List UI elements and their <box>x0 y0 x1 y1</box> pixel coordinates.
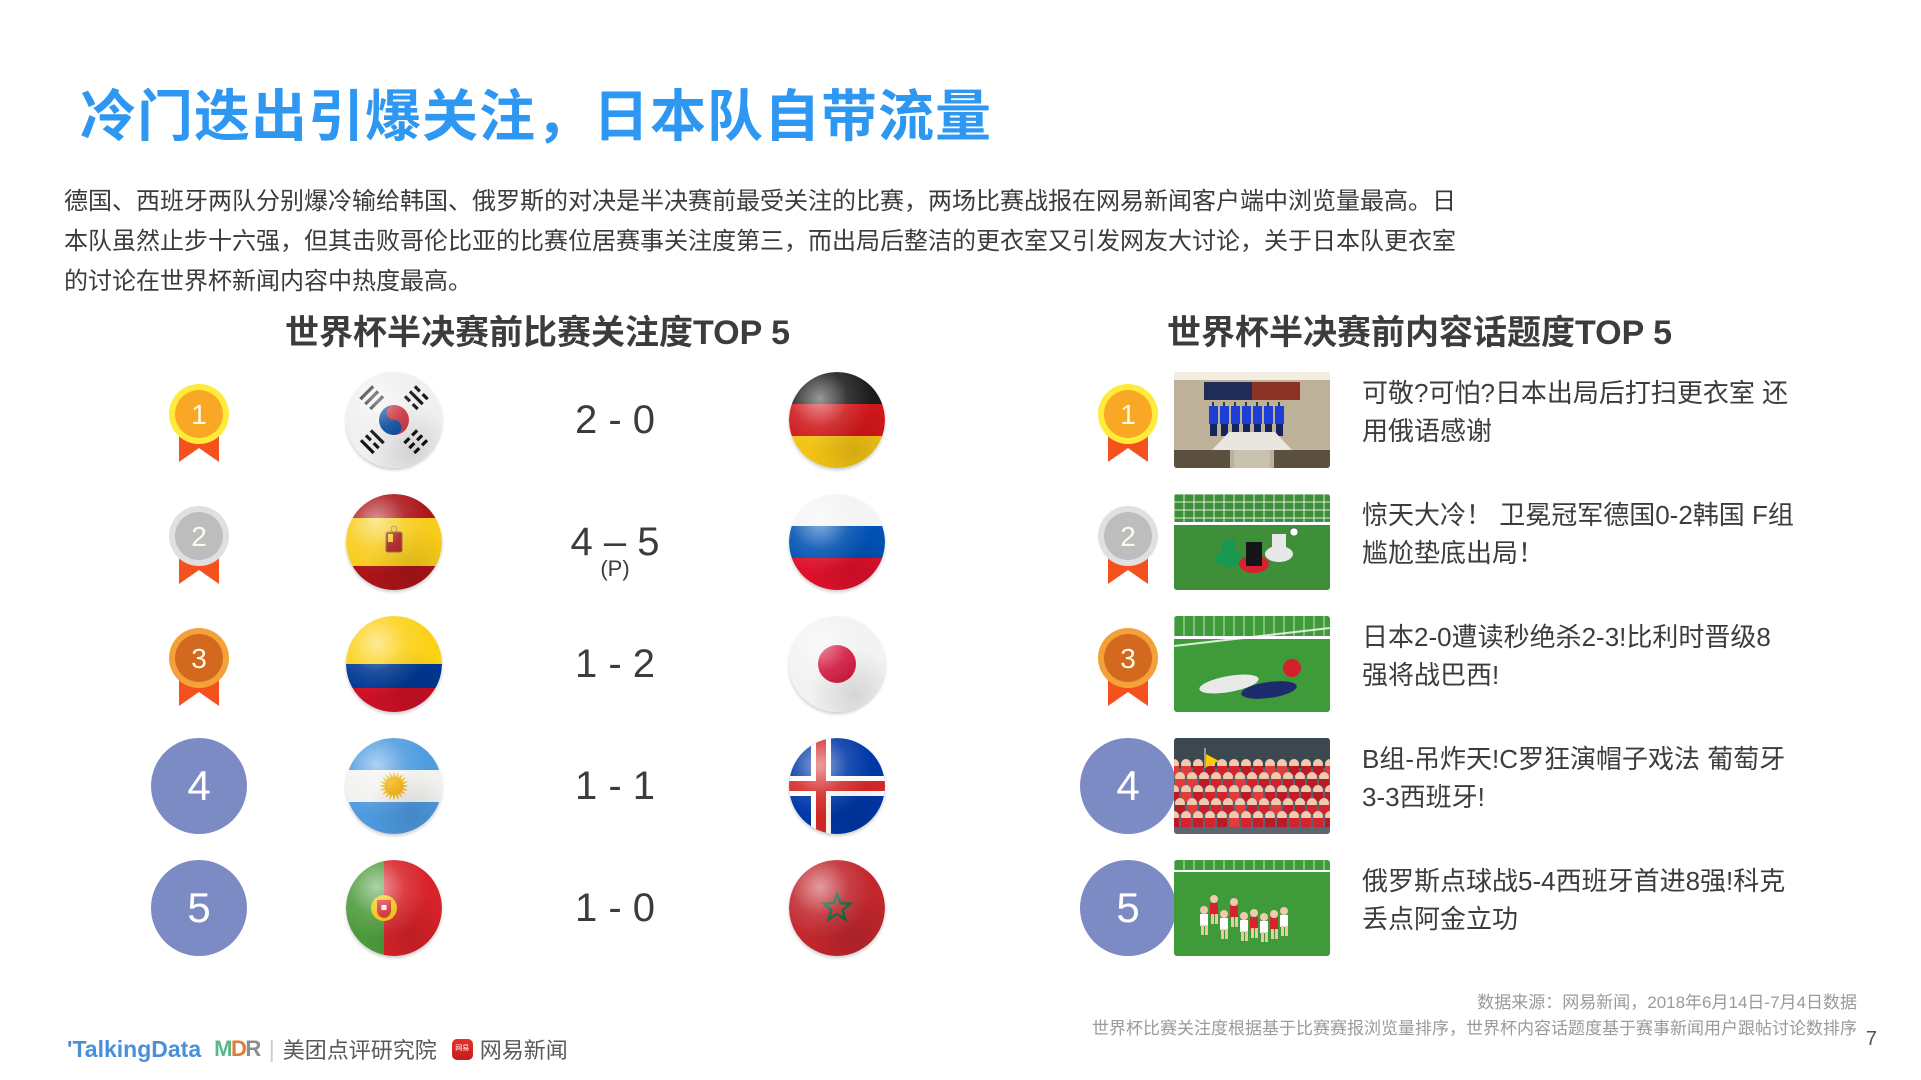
svg-text:2: 2 <box>1120 521 1136 552</box>
svg-text:1: 1 <box>191 399 207 430</box>
svg-text:1: 1 <box>1120 399 1136 430</box>
svg-text:3: 3 <box>1120 643 1136 674</box>
svg-text:2: 2 <box>191 521 207 552</box>
svg-text:3: 3 <box>191 643 207 674</box>
